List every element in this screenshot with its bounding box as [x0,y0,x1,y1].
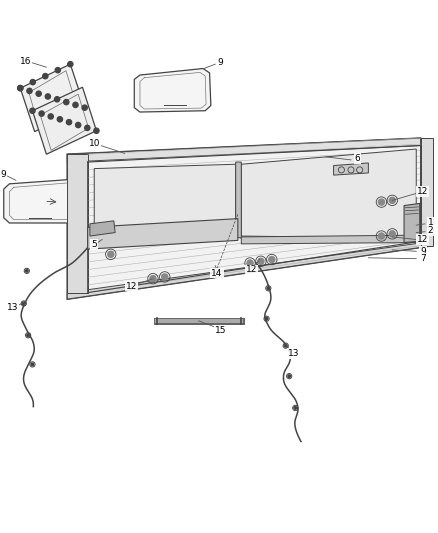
Polygon shape [334,163,368,175]
Circle shape [18,85,23,91]
Text: 9: 9 [420,247,426,256]
Text: 12: 12 [417,187,428,196]
Text: 9: 9 [218,58,223,67]
Text: 1: 1 [428,218,434,227]
Polygon shape [20,64,85,132]
Circle shape [94,128,99,133]
Circle shape [150,276,156,282]
Text: 10: 10 [88,139,100,148]
Circle shape [82,105,87,110]
Circle shape [378,233,385,239]
Circle shape [389,231,396,237]
Polygon shape [32,87,96,154]
Text: 13: 13 [7,303,18,312]
Circle shape [73,102,78,108]
Circle shape [27,334,29,336]
Text: 5: 5 [92,240,97,249]
Text: 16: 16 [20,56,31,66]
Circle shape [30,79,35,85]
Circle shape [258,258,264,264]
Circle shape [68,61,73,67]
Circle shape [265,318,268,320]
Polygon shape [94,164,236,240]
Circle shape [64,100,69,104]
Circle shape [54,96,60,102]
Circle shape [18,85,23,91]
Circle shape [25,270,28,272]
Circle shape [22,302,25,305]
Text: 6: 6 [355,154,360,163]
Polygon shape [67,241,433,299]
Text: 13: 13 [288,349,299,358]
Polygon shape [4,180,76,223]
Circle shape [31,363,34,366]
Circle shape [108,251,114,257]
Circle shape [389,197,396,204]
Circle shape [162,274,168,280]
Polygon shape [88,219,238,249]
Circle shape [75,123,81,127]
Polygon shape [90,221,115,236]
Circle shape [39,111,44,116]
Circle shape [288,375,290,377]
Polygon shape [67,138,433,299]
Circle shape [45,94,50,99]
Text: 2: 2 [428,226,434,235]
Polygon shape [420,138,433,246]
Circle shape [36,91,41,96]
Text: 14: 14 [211,269,223,278]
Text: 12: 12 [417,235,428,244]
Circle shape [42,74,48,79]
Circle shape [284,344,287,347]
Polygon shape [236,162,241,238]
Circle shape [55,68,60,73]
Text: 12: 12 [246,265,258,274]
Polygon shape [67,138,420,162]
Text: 12: 12 [126,281,137,290]
Circle shape [247,260,253,266]
Circle shape [85,125,90,131]
Text: 15: 15 [215,326,226,335]
Circle shape [378,199,385,205]
Polygon shape [134,69,211,112]
Circle shape [57,117,63,122]
Circle shape [269,256,275,263]
Text: 9: 9 [0,169,6,179]
Circle shape [67,119,72,125]
Polygon shape [67,154,88,293]
Polygon shape [404,204,420,243]
Circle shape [267,287,270,289]
Polygon shape [241,149,416,238]
Circle shape [294,407,297,409]
Polygon shape [241,235,416,244]
Circle shape [48,114,53,119]
Circle shape [30,108,35,114]
Circle shape [27,88,32,93]
Text: 7: 7 [420,254,426,263]
